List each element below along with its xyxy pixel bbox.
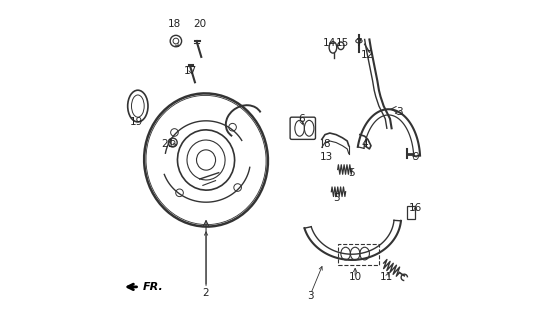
Text: 10: 10 [349, 272, 362, 282]
Text: 17: 17 [184, 66, 197, 76]
Text: 6: 6 [298, 114, 305, 124]
Text: 5: 5 [349, 168, 355, 178]
Text: FR.: FR. [143, 282, 164, 292]
Text: 13: 13 [320, 152, 333, 162]
Text: 14: 14 [323, 38, 336, 48]
Text: 2: 2 [203, 288, 209, 298]
Text: 3: 3 [307, 292, 314, 301]
Text: 12: 12 [361, 50, 374, 60]
Text: 19: 19 [129, 117, 143, 127]
Text: 15: 15 [336, 38, 349, 48]
Text: 21: 21 [161, 139, 175, 149]
Text: 5: 5 [333, 193, 339, 203]
Text: 20: 20 [193, 19, 206, 28]
Text: 8: 8 [323, 139, 330, 149]
Text: 11: 11 [380, 272, 393, 282]
Bar [338, 244, 379, 265]
Text: 4: 4 [362, 139, 368, 149]
Text: 9: 9 [412, 152, 418, 162]
Text: 16: 16 [409, 203, 422, 212]
Text: 18: 18 [168, 19, 181, 28]
Text: 7: 7 [355, 38, 362, 48]
Text: 3: 3 [396, 108, 403, 117]
Bar [407, 206, 415, 219]
